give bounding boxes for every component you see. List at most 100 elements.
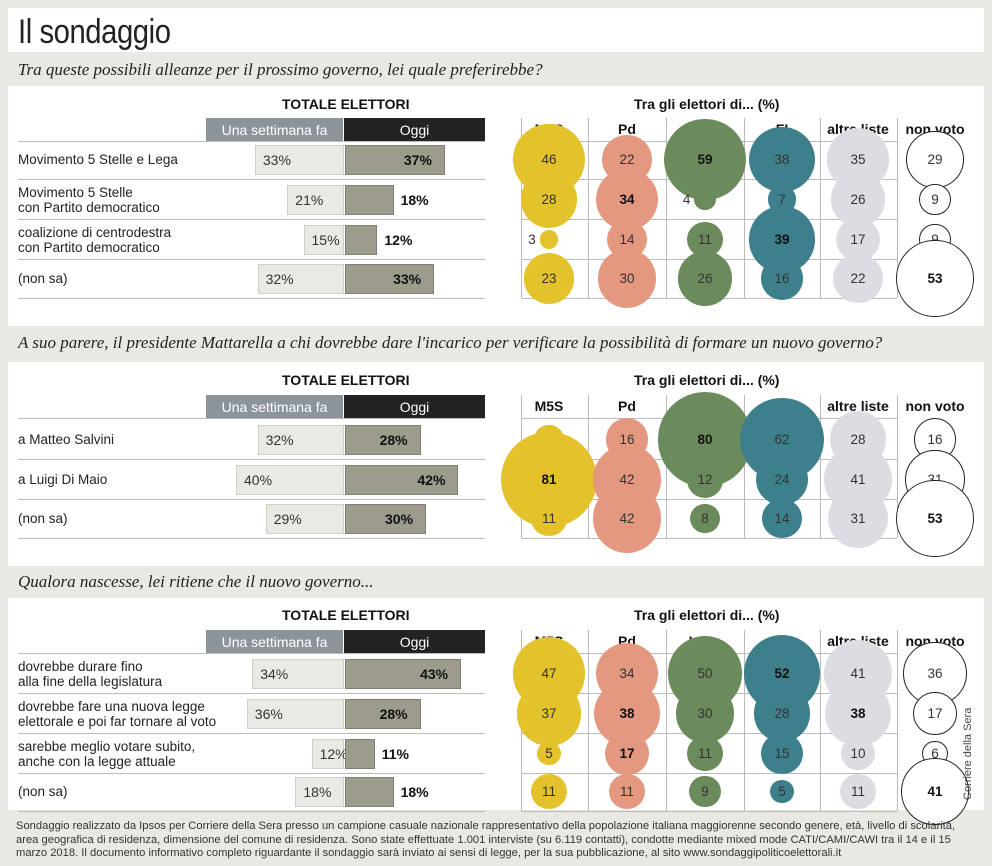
bubble-altre-liste — [830, 172, 886, 227]
bubble-altre-liste — [825, 680, 891, 747]
value-week: 12% — [319, 745, 348, 762]
bubble-lega — [687, 221, 723, 258]
bubble-value: 62 — [774, 431, 790, 447]
row-label: a Matteo Salvini — [18, 432, 115, 447]
bubble-value: 26 — [697, 270, 713, 286]
bubble-non-voto — [896, 239, 974, 318]
bubble-value: 10 — [850, 745, 866, 761]
question-3: Qualora nascesse, lei ritiene che il nuo… — [18, 572, 374, 591]
bubble-value: 42 — [619, 471, 635, 487]
bubble-fi — [760, 257, 804, 300]
bubble-value: 11 — [697, 745, 712, 761]
section-3 — [8, 598, 984, 810]
value-week: 21% — [295, 191, 324, 208]
tab-oggi: Oggi — [344, 630, 485, 654]
bubble-value: 47 — [541, 665, 557, 681]
row-label: (non sa) — [18, 271, 68, 286]
column-header-pd: Pd — [618, 398, 636, 414]
bubble-value: 5 — [778, 783, 786, 799]
bubble-altre-liste — [833, 253, 883, 304]
totale-elettori-header: TOTALE ELETTORI — [282, 96, 410, 112]
column-rule — [666, 630, 667, 811]
row-label: Movimento 5 Stelle con Partito democrati… — [18, 184, 160, 215]
column-header-non-voto: non voto — [905, 398, 965, 414]
bubble-value: 9 — [931, 231, 939, 247]
bubble-value: 34 — [619, 191, 635, 207]
bar-week — [236, 464, 344, 495]
bubble-lega — [686, 461, 724, 498]
value-week: 32% — [265, 431, 294, 448]
column-header-non-voto: non voto — [905, 121, 965, 137]
row-label: a Luigi Di Maio — [18, 472, 108, 487]
bubble-value: 42 — [619, 510, 635, 526]
column-rule — [820, 395, 821, 538]
bubble-m5s — [539, 230, 559, 249]
value-week: 32% — [265, 270, 294, 287]
bubble-m5s — [523, 253, 575, 304]
bubble-value: 52 — [774, 665, 790, 681]
bubble-altre-liste — [841, 736, 875, 771]
row-rule — [18, 179, 485, 180]
bar-week — [254, 144, 344, 175]
column-rule — [820, 630, 821, 811]
bubble-value: 41 — [850, 665, 866, 681]
column-header-m5s: M5S — [534, 398, 564, 414]
bubble-value: 17 — [850, 231, 866, 247]
row-rule — [521, 538, 897, 539]
row-rule — [18, 693, 485, 694]
bubble-lega — [687, 735, 723, 772]
bubble-value: 16 — [927, 431, 943, 447]
column-rule — [897, 395, 898, 538]
bubble-fi — [761, 732, 803, 775]
row-rule — [18, 459, 485, 460]
bar-today — [345, 263, 435, 294]
totale-elettori-header: TOTALE ELETTORI — [282, 607, 410, 623]
tra-elettori-header: Tra gli elettori di... (%) — [634, 372, 780, 388]
bubble-value: 11 — [850, 783, 865, 799]
column-rule — [820, 118, 821, 298]
row-label: (non sa) — [18, 784, 68, 799]
row-rule — [18, 499, 485, 500]
bubble-value: 41 — [850, 471, 866, 487]
bubble-value: 4 — [682, 191, 691, 207]
value-today: 43% — [420, 665, 449, 682]
row-label: dovrebbe fare una nuova legge elettorale… — [18, 698, 217, 729]
bubble-value: 50 — [697, 665, 713, 681]
bar-week — [311, 738, 344, 769]
bubble-value: 16 — [619, 431, 635, 447]
value-today: 28% — [379, 431, 408, 448]
bar-today — [345, 464, 459, 495]
row-rule — [521, 499, 897, 500]
header-rule — [18, 418, 485, 419]
bubble-value: 22 — [850, 270, 866, 286]
column-rule — [744, 118, 745, 298]
bubble-m5s — [520, 171, 578, 228]
bubble-pd — [592, 484, 662, 553]
bubble-value: 38 — [619, 705, 635, 721]
column-rule — [588, 118, 589, 298]
bubble-value: 30 — [619, 270, 635, 286]
bubble-value: 7 — [778, 191, 786, 207]
value-week: 36% — [254, 705, 283, 722]
value-week: 34% — [260, 665, 289, 682]
row-label: sarebbe meglio votare subito, anche con … — [18, 738, 196, 769]
bubble-non-voto — [906, 130, 964, 189]
bubble-value: 34 — [619, 665, 635, 681]
tra-elettori-header: Tra gli elettori di... (%) — [634, 96, 780, 112]
bar-today — [345, 184, 394, 215]
tab-una-settimana-fa: Una settimana fa — [206, 118, 343, 142]
column-header-altre-liste: altre liste — [827, 398, 889, 414]
bubble-non-voto — [913, 691, 957, 736]
section-2 — [8, 362, 984, 566]
bubble-value: 38 — [774, 151, 790, 167]
bubble-value: 36 — [927, 665, 943, 681]
bubble-value: 11 — [697, 231, 712, 247]
bubble-m5s — [516, 681, 582, 746]
bubble-value: 41 — [927, 783, 943, 799]
bubble-value: 11 — [619, 783, 634, 799]
bubble-value: 14 — [774, 510, 790, 526]
bubble-value: 9 — [931, 191, 939, 207]
bubble-m5s — [531, 500, 567, 537]
value-today: 42% — [417, 471, 446, 488]
bubble-value: 14 — [619, 231, 635, 247]
